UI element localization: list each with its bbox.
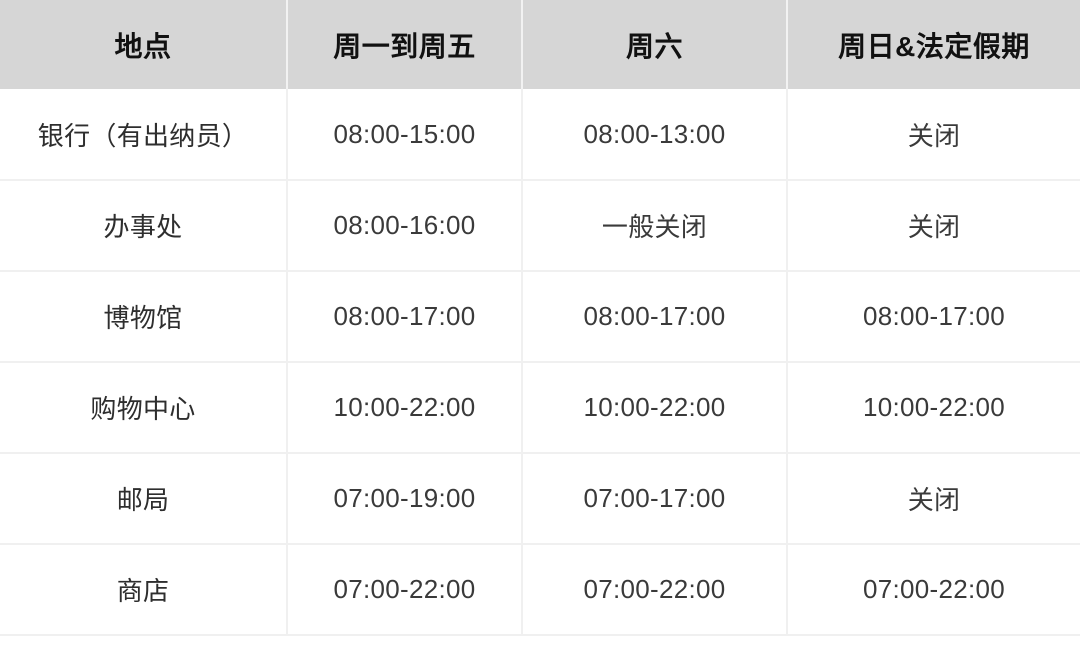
cell-sunday-holiday: 关闭	[787, 89, 1080, 181]
cell-saturday: 10:00-22:00	[522, 362, 788, 454]
cell-saturday: 07:00-22:00	[522, 544, 788, 636]
cell-location: 购物中心	[0, 362, 288, 454]
cell-saturday: 一般关闭	[522, 180, 788, 272]
cell-weekday: 10:00-22:00	[287, 362, 523, 454]
table-header: 地点 周一到周五 周六 周日&法定假期	[0, 0, 1080, 89]
cell-weekday: 08:00-15:00	[287, 89, 523, 181]
cell-weekday: 08:00-16:00	[287, 180, 523, 272]
cell-weekday: 07:00-22:00	[287, 544, 523, 636]
cell-saturday: 08:00-17:00	[522, 271, 788, 363]
cell-saturday: 08:00-13:00	[522, 89, 788, 181]
column-header-weekday: 周一到周五	[287, 0, 523, 89]
table-row: 商店 07:00-22:00 07:00-22:00 07:00-22:00	[0, 544, 1080, 636]
table-row: 邮局 07:00-19:00 07:00-17:00 关闭	[0, 453, 1080, 545]
cell-location: 博物馆	[0, 271, 288, 363]
cell-sunday-holiday: 07:00-22:00	[787, 544, 1080, 636]
table-row: 办事处 08:00-16:00 一般关闭 关闭	[0, 180, 1080, 272]
cell-location: 商店	[0, 544, 288, 636]
cell-weekday: 07:00-19:00	[287, 453, 523, 545]
cell-sunday-holiday: 08:00-17:00	[787, 271, 1080, 363]
table-row: 购物中心 10:00-22:00 10:00-22:00 10:00-22:00	[0, 362, 1080, 454]
column-header-saturday: 周六	[522, 0, 788, 89]
column-header-sunday-holiday: 周日&法定假期	[787, 0, 1080, 89]
cell-saturday: 07:00-17:00	[522, 453, 788, 545]
table-row: 银行（有出纳员） 08:00-15:00 08:00-13:00 关闭	[0, 89, 1080, 181]
cell-sunday-holiday: 关闭	[787, 453, 1080, 545]
cell-sunday-holiday: 10:00-22:00	[787, 362, 1080, 454]
column-header-location: 地点	[0, 0, 288, 89]
cell-location: 银行（有出纳员）	[0, 89, 288, 181]
cell-location: 邮局	[0, 453, 288, 545]
table-body: 银行（有出纳员） 08:00-15:00 08:00-13:00 关闭 办事处 …	[0, 89, 1080, 636]
table-row: 博物馆 08:00-17:00 08:00-17:00 08:00-17:00	[0, 271, 1080, 363]
cell-weekday: 08:00-17:00	[287, 271, 523, 363]
cell-location: 办事处	[0, 180, 288, 272]
cell-sunday-holiday: 关闭	[787, 180, 1080, 272]
header-row: 地点 周一到周五 周六 周日&法定假期	[0, 0, 1080, 89]
